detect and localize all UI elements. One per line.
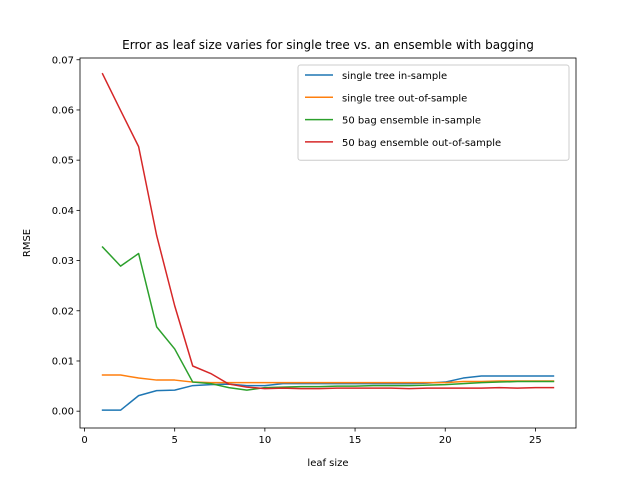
x-tick-label: 0 (81, 435, 87, 446)
y-tick-label: 0.04 (52, 206, 74, 217)
chart-title: Error as leaf size varies for single tre… (122, 38, 534, 52)
y-axis-ticks: 0.00 0.01 0.02 0.03 0.04 0.05 0.06 0.07 (52, 55, 80, 418)
x-tick-label: 5 (172, 435, 178, 446)
y-tick-label: 0.05 (52, 156, 74, 167)
legend-box (297, 64, 570, 161)
y-tick-label: 0.02 (52, 306, 74, 317)
y-tick-label: 0.01 (52, 356, 74, 367)
series-line-0 (101, 375, 555, 411)
x-tick-label: 10 (259, 435, 272, 446)
legend-label-1: single tree out-of-sample (342, 93, 467, 104)
y-axis-label: RMSE (22, 229, 33, 257)
legend-label-0: single tree in-sample (342, 71, 447, 82)
x-axis-label: leaf size (307, 458, 348, 469)
series-line-3 (101, 72, 555, 390)
legend: single tree in-sample single tree out-of-… (297, 64, 570, 161)
y-tick-label: 0.06 (52, 105, 74, 116)
legend-label-2: 50 bag ensemble in-sample (342, 116, 481, 127)
series-line-2 (101, 245, 555, 391)
x-tick-label: 20 (439, 435, 452, 446)
plot-lines (101, 72, 555, 411)
legend-label-3: 50 bag ensemble out-of-sample (342, 138, 501, 149)
y-tick-label: 0.00 (52, 407, 74, 418)
plot-frame (79, 57, 577, 429)
y-tick-label: 0.07 (52, 55, 74, 66)
x-tick-label: 25 (529, 435, 542, 446)
x-axis-ticks: 0 5 10 15 20 25 (81, 428, 542, 446)
series-line-1 (101, 374, 555, 384)
y-tick-label: 0.03 (52, 256, 74, 267)
x-tick-label: 15 (349, 435, 362, 446)
